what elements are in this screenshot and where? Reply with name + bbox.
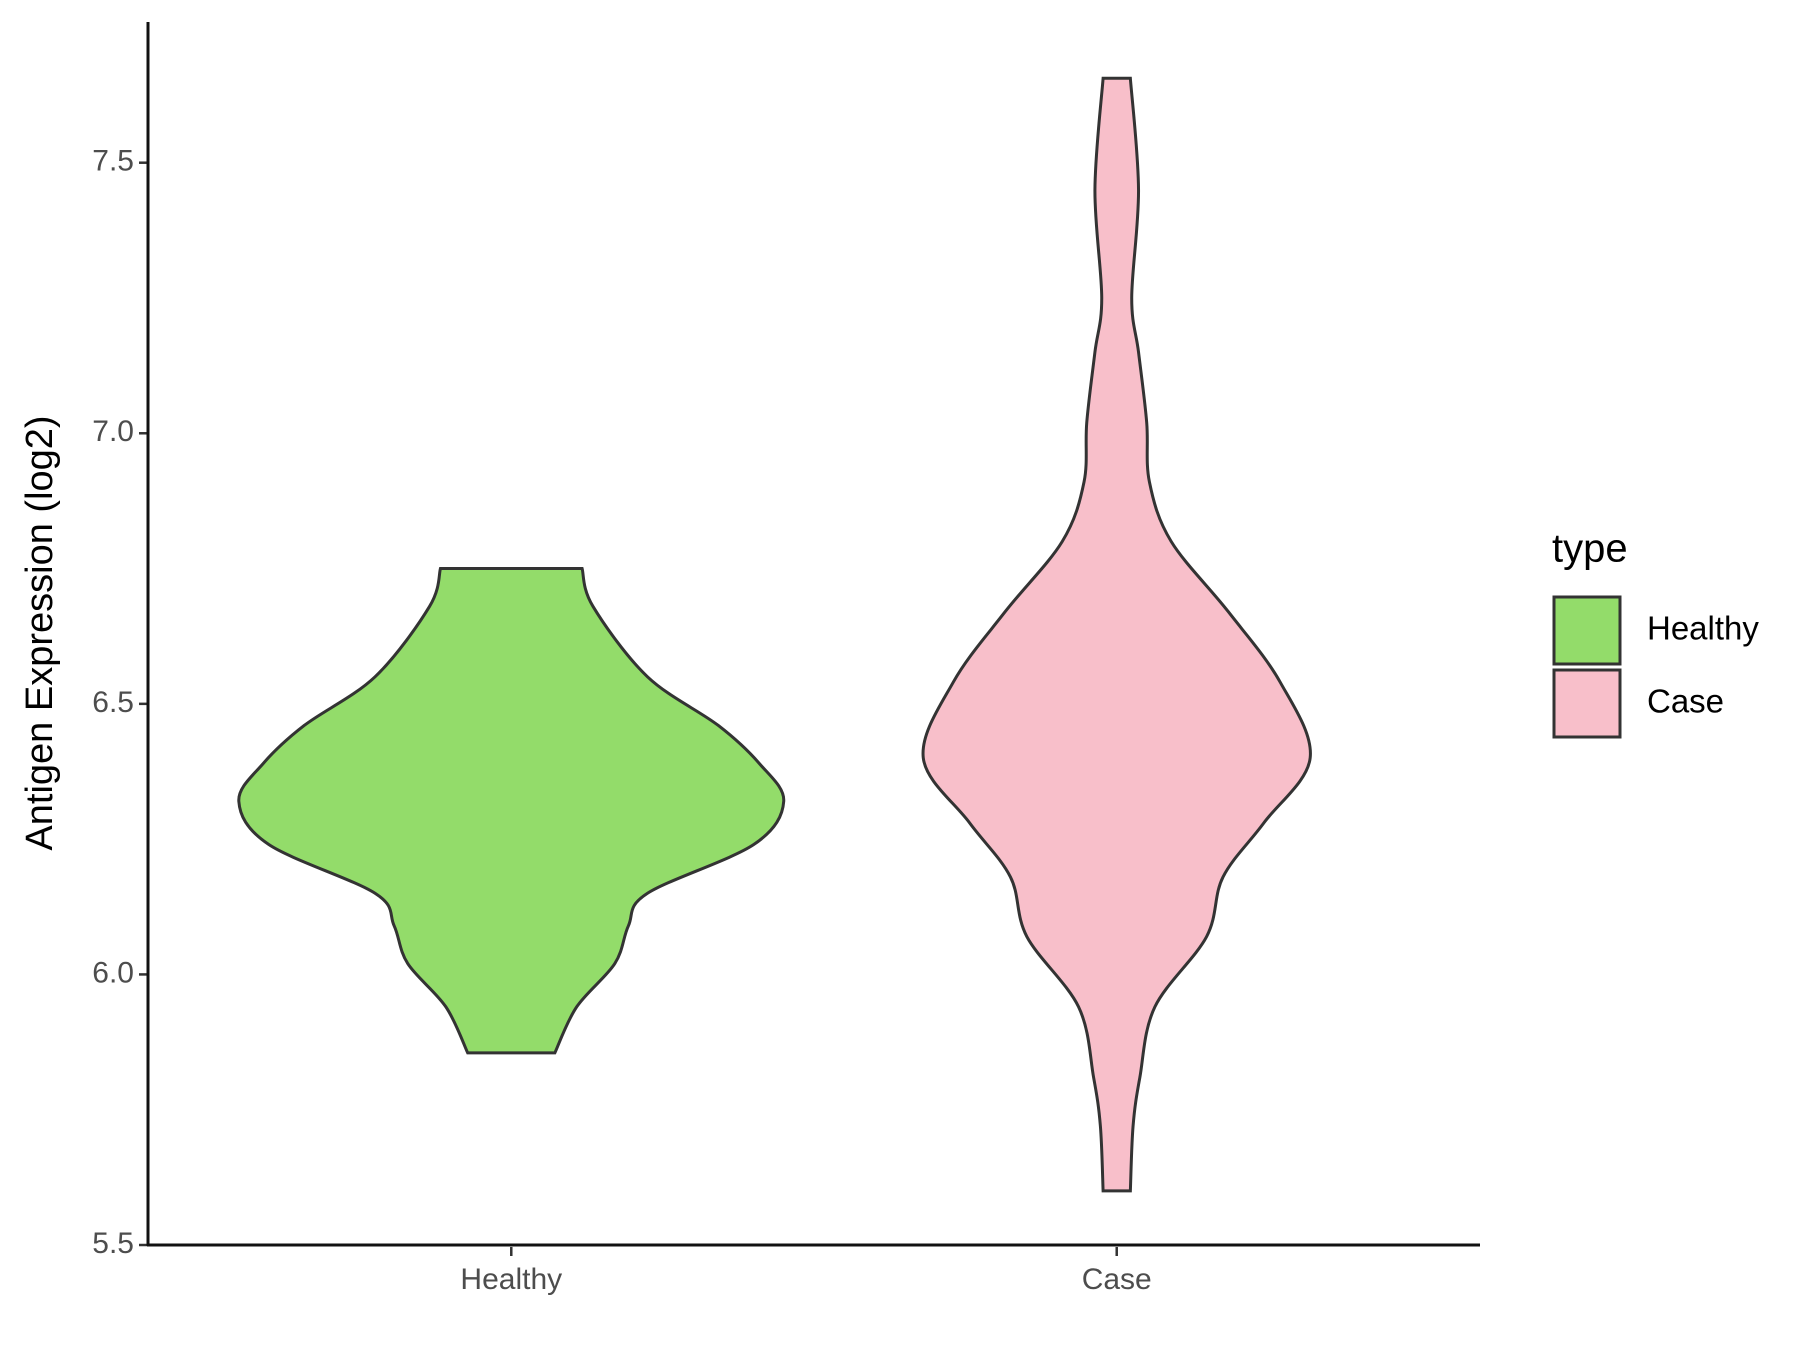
violin [237,567,786,1055]
y-axis-title: Antigen Expression (log2) [19,415,61,850]
legend-label: Healthy [1647,610,1759,647]
y-tick-label: 7.5 [92,145,134,178]
legend-key [1552,595,1622,666]
legend-title: type [1552,527,1628,571]
x-tick-label: Healthy [460,1263,562,1296]
y-tick-label: 5.5 [92,1227,134,1260]
y-tick-label: 6.5 [92,686,134,719]
legend-key [1552,668,1622,739]
violin [921,76,1312,1193]
y-tick-label: 7.0 [92,415,134,448]
x-tick-label: Case [1082,1263,1152,1296]
y-tick-label: 6.0 [92,956,134,989]
legend-label: Case [1647,683,1724,720]
